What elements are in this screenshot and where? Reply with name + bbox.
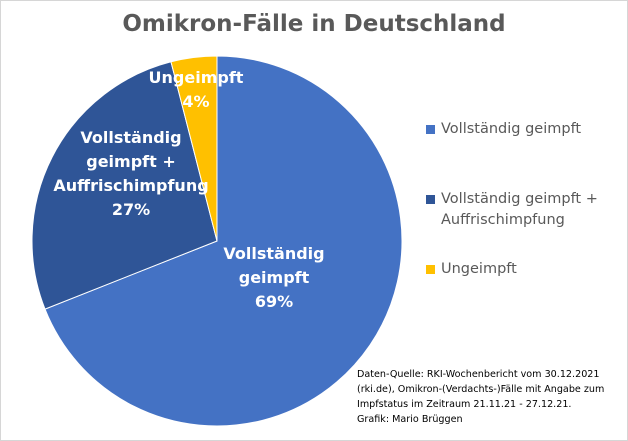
slice-label-line: 27% [112, 200, 150, 219]
slice-label-line: Vollständig [223, 244, 324, 263]
legend-label: Vollständig geimpft [441, 121, 582, 137]
source-note-line: Daten-Quelle: RKI-Wochenbericht vom 30.1… [357, 369, 600, 380]
source-note-line: (rki.de), Omikron-(Verdachts-)Fälle mit … [357, 384, 605, 395]
legend-swatch [426, 195, 435, 204]
slice-label-1: Vollständig geimpft 69% [223, 244, 324, 311]
pie-slice-2 [31, 61, 218, 310]
slice-label-line: 4% [182, 92, 209, 111]
legend-item-ungeimpft: Ungeimpft [426, 259, 517, 280]
legend-label: Vollständig geimpft + Auffrischimpfung [441, 191, 598, 228]
legend-swatch [426, 265, 435, 274]
legend-label: Ungeimpft [441, 261, 517, 277]
legend-swatch [426, 125, 435, 134]
legend-item-vollstaendig-geimpft: Vollständig geimpft [426, 119, 581, 140]
slice-label-line: geimpft + [86, 152, 176, 171]
slice-label-line: Vollständig [80, 128, 181, 147]
slice-label-line: 69% [255, 292, 293, 311]
legend-item-auffrischimpfung: Vollständig geimpft + Auffrischimpfung [426, 189, 598, 231]
slice-label-line: Auffrischimpfung [53, 176, 208, 195]
slice-label-line: Ungeimpft [149, 68, 244, 87]
pie-slice-1 [44, 55, 403, 427]
slice-label-line: geimpft [239, 268, 310, 287]
source-note-line: Impfstatus im Zeitraum 21.11.21 - 27.12.… [357, 399, 572, 410]
source-note-line: Grafik: Mario Brüggen [357, 414, 463, 425]
slice-label-2: Vollständig geimpft + Auffrischimpfung 27% [53, 128, 208, 219]
pie-slices [31, 55, 403, 427]
chart-title: Omikron-Fälle in Deutschland [122, 11, 506, 37]
pie-slice-3 [170, 55, 218, 242]
slice-label-3: Ungeimpft 4% [149, 68, 244, 111]
pie-slice-labels: Vollständig geimpft 69% Vollständig geimpft … [53, 68, 324, 311]
source-note: Daten-Quelle: RKI-Wochenbericht vom 30.1… [357, 367, 625, 427]
